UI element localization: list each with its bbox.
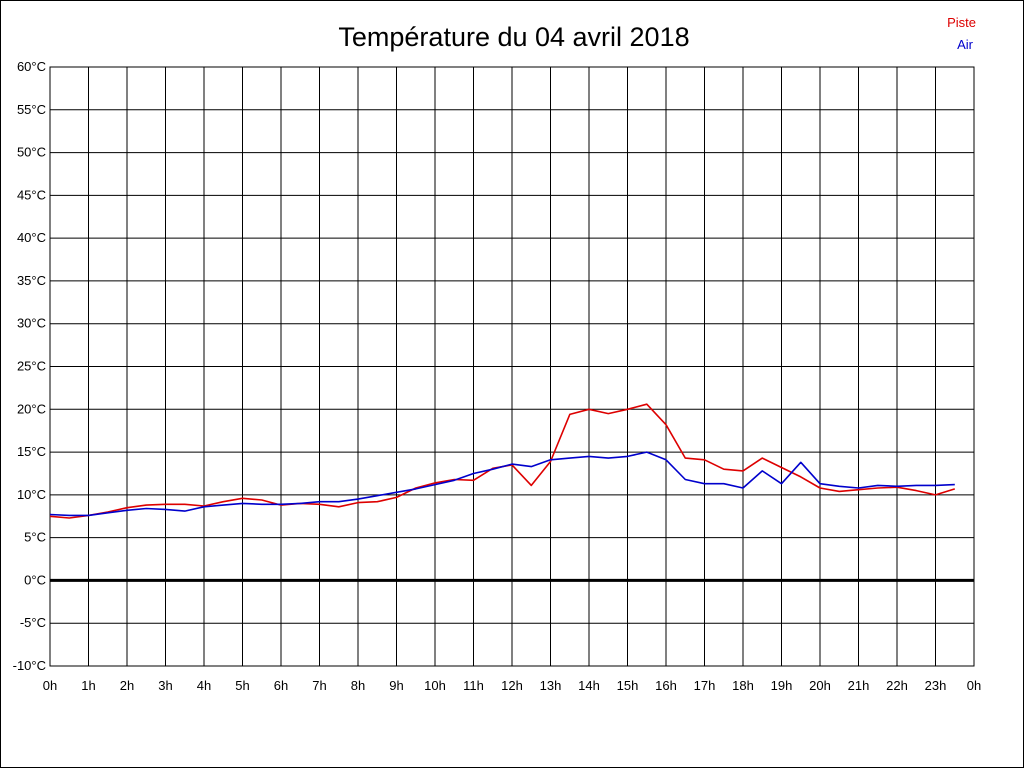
y-tick-label: 60°C bbox=[17, 59, 46, 74]
series-lines bbox=[49, 403, 956, 519]
x-tick-label: 11h bbox=[463, 678, 484, 693]
y-tick-label: 15°C bbox=[17, 444, 46, 459]
y-tick-label: 20°C bbox=[17, 401, 46, 416]
x-tick-label: 0h bbox=[967, 678, 981, 693]
x-tick-label: 9h bbox=[389, 678, 403, 693]
y-tick-label: 25°C bbox=[17, 359, 46, 374]
x-tick-label: 23h bbox=[925, 678, 947, 693]
y-axis-tick-labels: 60°C 55°C 50°C 45°C 40°C 35°C 30°C 25°C 20°C 15°C… bbox=[13, 59, 46, 673]
series-line-air bbox=[49, 451, 955, 517]
x-tick-label: 4h bbox=[197, 678, 211, 693]
x-tick-label: 20h bbox=[809, 678, 831, 693]
y-tick-label: -5°C bbox=[20, 615, 46, 630]
x-tick-label: 10h bbox=[424, 678, 446, 693]
x-tick-label: 18h bbox=[732, 678, 754, 693]
x-tick-label: 7h bbox=[312, 678, 326, 693]
x-axis-tick-labels: 0h 1h 2h 3h 4h 5h 6h 7h 8h 9h 10h 11h 12h 13h 14h 15h 16… bbox=[43, 678, 981, 693]
x-tick-label: 21h bbox=[848, 678, 870, 693]
grid-lines bbox=[50, 67, 974, 666]
y-tick-label: 30°C bbox=[17, 316, 46, 331]
y-tick-label: 0°C bbox=[24, 572, 46, 587]
y-tick-label: 10°C bbox=[17, 487, 46, 502]
x-tick-label: 0h bbox=[43, 678, 57, 693]
legend: Piste Air bbox=[947, 15, 976, 52]
y-tick-label: 5°C bbox=[24, 530, 46, 545]
chart-title: Température du 04 avril 2018 bbox=[338, 22, 689, 52]
y-tick-label: 45°C bbox=[17, 187, 46, 202]
legend-entry-air: Air bbox=[957, 37, 974, 52]
x-tick-label: 13h bbox=[540, 678, 562, 693]
x-tick-label: 15h bbox=[617, 678, 639, 693]
x-tick-label: 8h bbox=[351, 678, 365, 693]
y-tick-label: 50°C bbox=[17, 145, 46, 160]
x-tick-label: 22h bbox=[886, 678, 908, 693]
x-tick-label: 3h bbox=[158, 678, 172, 693]
y-tick-label: 55°C bbox=[17, 102, 46, 117]
x-tick-label: 6h bbox=[274, 678, 288, 693]
x-tick-label: 1h bbox=[81, 678, 95, 693]
legend-entry-piste: Piste bbox=[947, 15, 976, 30]
y-tick-label: -10°C bbox=[13, 658, 46, 673]
y-tick-label: 40°C bbox=[17, 230, 46, 245]
x-tick-label: 5h bbox=[235, 678, 249, 693]
x-tick-label: 12h bbox=[501, 678, 523, 693]
x-tick-label: 2h bbox=[120, 678, 134, 693]
x-tick-label: 14h bbox=[578, 678, 600, 693]
y-tick-label: 35°C bbox=[17, 273, 46, 288]
x-tick-label: 17h bbox=[694, 678, 716, 693]
x-tick-label: 19h bbox=[771, 678, 793, 693]
x-tick-label: 16h bbox=[655, 678, 677, 693]
